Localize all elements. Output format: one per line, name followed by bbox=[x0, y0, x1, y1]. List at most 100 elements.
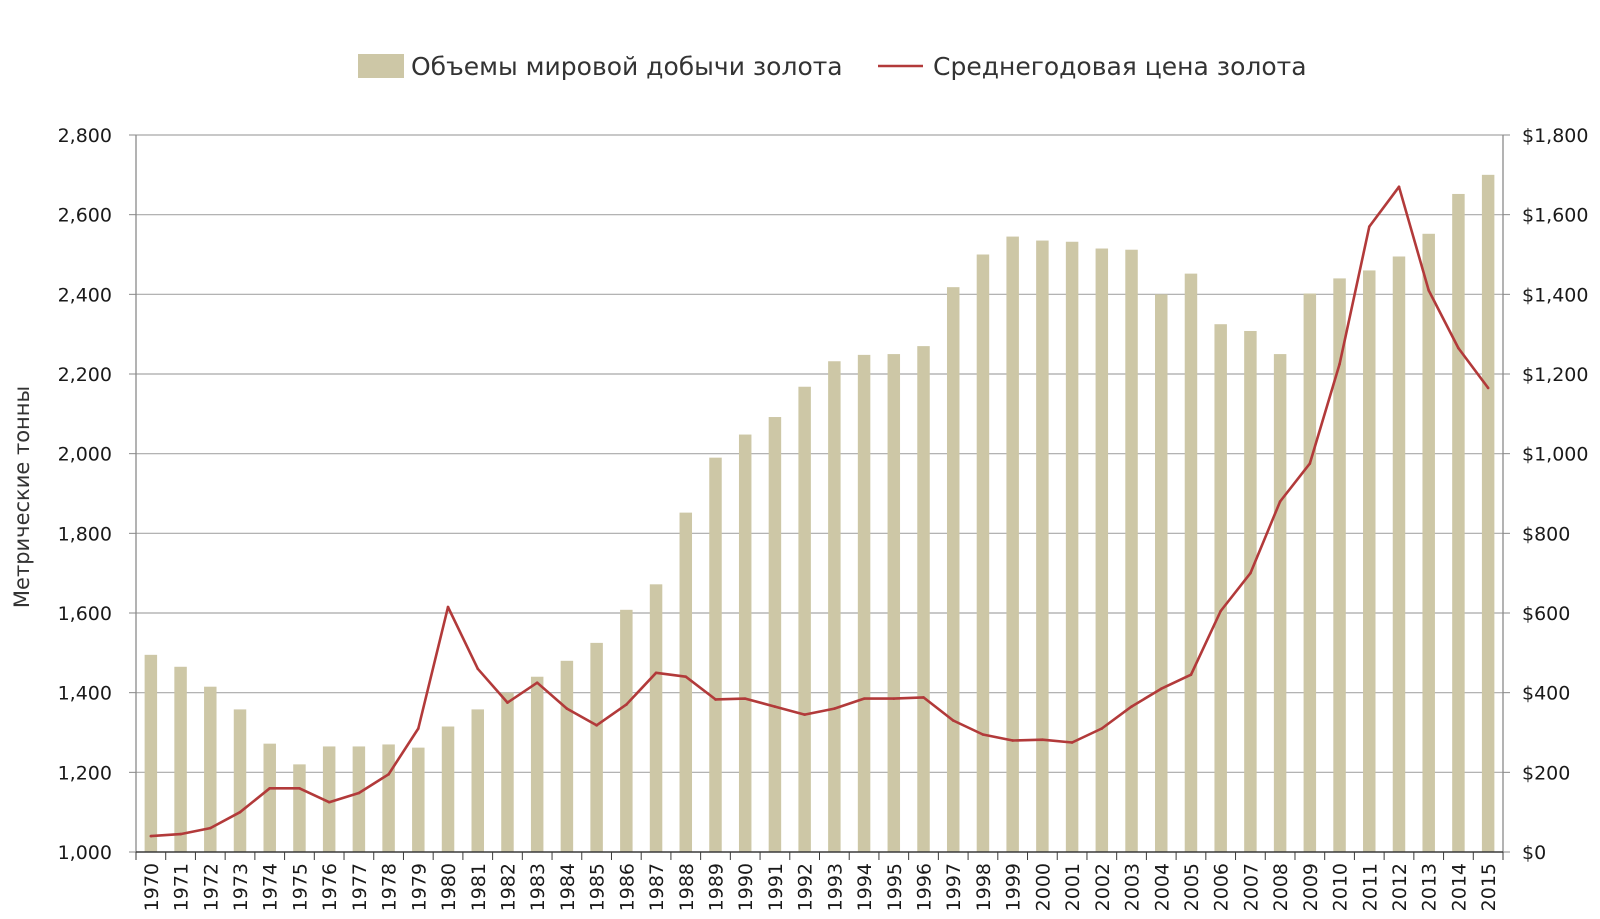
price-point-2003 bbox=[1130, 705, 1133, 708]
price-point-1982 bbox=[506, 701, 509, 704]
bar-1992 bbox=[798, 386, 811, 852]
x-tick-label: 1974 bbox=[260, 863, 282, 911]
x-tick-label: 2004 bbox=[1151, 863, 1173, 911]
bar-1995 bbox=[887, 354, 901, 852]
axes bbox=[135, 135, 1504, 853]
x-tick-label: 1992 bbox=[795, 863, 817, 911]
x-tick-label: 1994 bbox=[854, 863, 876, 911]
price-point-1996 bbox=[922, 696, 925, 699]
price-point-2004 bbox=[1159, 687, 1163, 690]
bar-1987 bbox=[649, 584, 663, 852]
y-tick-label: 1,000 bbox=[58, 842, 112, 864]
x-tick-labels: 1970 1971 1972 1973 1974 1975 1976 1977 1978 1979… bbox=[135, 852, 1504, 911]
price-point-1995 bbox=[892, 697, 896, 700]
bar-1998 bbox=[976, 254, 990, 852]
x-tick-label: 1977 bbox=[349, 863, 371, 911]
bar-1997 bbox=[946, 287, 960, 852]
x-tick-label: 1978 bbox=[379, 863, 401, 911]
x-tick-label: 1975 bbox=[289, 863, 311, 911]
x-tick-label: 1990 bbox=[735, 863, 757, 911]
price-line-path bbox=[150, 185, 1490, 838]
bar-1976 bbox=[322, 746, 336, 852]
price-point-1973 bbox=[238, 810, 242, 814]
bar-1980 bbox=[441, 726, 455, 852]
price-point-1985 bbox=[595, 724, 598, 727]
x-tick-label: 1971 bbox=[171, 863, 193, 911]
price-point-1983 bbox=[535, 681, 539, 685]
x-tick-label: 2003 bbox=[1122, 863, 1144, 911]
x-tick-label: 1979 bbox=[408, 863, 430, 911]
y2-tick-label: $1,200 bbox=[1522, 364, 1588, 386]
bar-2012 bbox=[1392, 256, 1406, 852]
bar-1996 bbox=[917, 346, 930, 852]
bar-2001 bbox=[1065, 241, 1079, 853]
x-tick-label: 2015 bbox=[1478, 863, 1500, 911]
price-point-2000 bbox=[1041, 738, 1044, 741]
bars bbox=[144, 174, 1495, 853]
price-point-1993 bbox=[833, 707, 836, 710]
x-tick-label: 1993 bbox=[824, 863, 846, 911]
bar-1975 bbox=[293, 764, 306, 852]
x-tick-label: 1985 bbox=[587, 863, 609, 911]
x-tick-label: 2009 bbox=[1300, 863, 1322, 911]
price-point-1970 bbox=[149, 834, 153, 838]
price-point-1972 bbox=[208, 826, 212, 830]
legend: Объемы мировой добычи золота Среднегодов… bbox=[358, 52, 1307, 81]
bar-2006 bbox=[1214, 324, 1227, 852]
price-point-2012 bbox=[1397, 185, 1401, 189]
legend-line-label: Среднегодовая цена золота bbox=[933, 52, 1307, 81]
price-point-1997 bbox=[951, 719, 955, 722]
bar-1990 bbox=[738, 434, 752, 852]
y-tick-label: 2,600 bbox=[58, 205, 112, 227]
price-point-1990 bbox=[743, 697, 747, 700]
bar-2009 bbox=[1303, 293, 1317, 853]
y2-tick-label: $800 bbox=[1522, 523, 1570, 545]
y-tick-label: 2,400 bbox=[58, 284, 112, 306]
bar-1999 bbox=[1006, 236, 1019, 852]
x-tick-label: 2002 bbox=[1092, 863, 1114, 911]
price-point-1994 bbox=[862, 697, 866, 700]
x-tick-label: 1995 bbox=[884, 863, 906, 911]
price-point-1980 bbox=[446, 605, 450, 609]
x-tick-label: 1991 bbox=[765, 863, 787, 911]
x-tick-label: 2007 bbox=[1240, 863, 1262, 911]
x-tick-label: 2012 bbox=[1389, 863, 1411, 911]
x-tick-label: 2013 bbox=[1419, 863, 1441, 911]
price-point-1992 bbox=[803, 713, 806, 716]
bar-1981 bbox=[471, 709, 484, 852]
bar-1986 bbox=[620, 609, 633, 852]
price-point-1976 bbox=[327, 800, 331, 804]
bar-2010 bbox=[1333, 278, 1346, 852]
bar-2015 bbox=[1481, 174, 1495, 853]
bar-1993 bbox=[828, 361, 841, 852]
bar-1971 bbox=[174, 666, 187, 852]
y2-tick-label: $1,600 bbox=[1522, 205, 1588, 227]
price-point-2015 bbox=[1486, 386, 1490, 390]
bar-2000 bbox=[1036, 240, 1049, 852]
price-point-1987 bbox=[654, 671, 658, 675]
bar-2002 bbox=[1095, 248, 1109, 852]
bar-1973 bbox=[233, 709, 247, 852]
y2-tick-label: $0 bbox=[1522, 842, 1546, 864]
bar-1984 bbox=[560, 660, 574, 852]
y-tick-label: 2,200 bbox=[58, 364, 112, 386]
bar-1972 bbox=[204, 686, 217, 852]
bar-1978 bbox=[382, 744, 395, 852]
x-tick-label: 2011 bbox=[1359, 863, 1381, 911]
x-tick-label: 2014 bbox=[1448, 863, 1470, 911]
price-point-1981 bbox=[476, 667, 480, 671]
x-tick-label: 1980 bbox=[438, 863, 460, 911]
bar-1983 bbox=[530, 676, 544, 852]
y2-tick-label: $1,400 bbox=[1522, 284, 1588, 306]
price-point-1989 bbox=[714, 698, 717, 701]
x-tick-label: 1998 bbox=[973, 863, 995, 911]
bar-1974 bbox=[263, 743, 276, 852]
bar-2003 bbox=[1125, 249, 1138, 853]
y2-tick-label: $1,000 bbox=[1522, 444, 1588, 466]
price-point-2011 bbox=[1367, 225, 1371, 228]
y2-tick-labels: $0 $200 $400 $600 $800 $1,000 $1,200 $1,400 $1,6… bbox=[1503, 125, 1588, 864]
x-tick-label: 1972 bbox=[200, 863, 222, 911]
bar-1985 bbox=[590, 642, 603, 852]
price-point-2001 bbox=[1070, 741, 1074, 744]
